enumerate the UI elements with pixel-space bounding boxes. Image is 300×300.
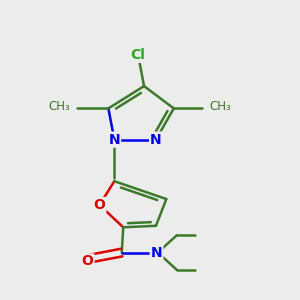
Text: Cl: Cl (131, 48, 146, 62)
Text: N: N (109, 133, 120, 147)
Text: O: O (82, 254, 94, 268)
Text: CH₃: CH₃ (209, 100, 231, 113)
Text: N: N (150, 133, 162, 147)
Text: CH₃: CH₃ (48, 100, 70, 113)
Text: N: N (151, 245, 162, 260)
Text: O: O (94, 198, 105, 212)
